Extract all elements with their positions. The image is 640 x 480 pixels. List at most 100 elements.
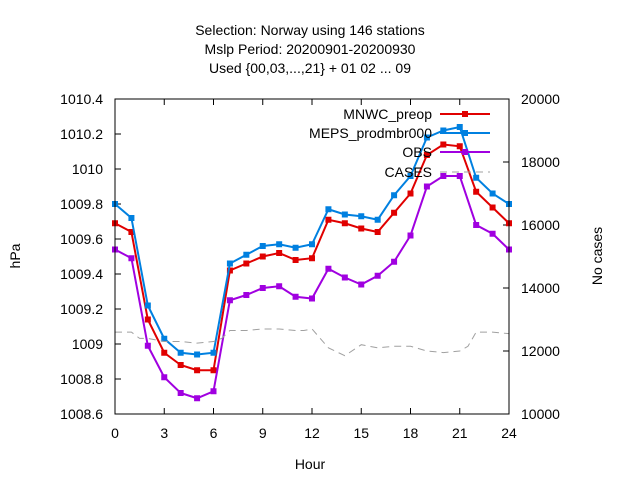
data-point-mnwc_preop — [226, 267, 233, 274]
y2-tick-label: 20000 — [521, 91, 560, 107]
data-point-meps_prodmbr000 — [226, 260, 233, 267]
x-axis-label: Hour — [295, 456, 326, 472]
data-point-meps_prodmbr000 — [292, 244, 299, 251]
legend-label-obs: OBS — [402, 144, 432, 160]
series-layer — [112, 124, 512, 402]
data-point-meps_prodmbr000 — [144, 302, 151, 309]
data-point-obs — [374, 272, 381, 279]
data-point-meps_prodmbr000 — [358, 213, 365, 220]
data-point-mnwc_preop — [144, 316, 151, 323]
data-point-mnwc_preop — [325, 216, 332, 223]
data-point-obs — [309, 295, 315, 302]
y-axis-label: hPa — [7, 243, 23, 268]
data-point-meps_prodmbr000 — [243, 251, 250, 258]
chart-title-line-3: Used {00,03,...,21} + 01 02 ... 09 — [209, 60, 411, 76]
y-tick-label: 1010.2 — [60, 126, 103, 142]
x-tick-label: 18 — [403, 425, 419, 441]
data-point-meps_prodmbr000 — [210, 349, 217, 356]
data-point-mnwc_preop — [276, 250, 283, 256]
data-point-meps_prodmbr000 — [276, 241, 283, 248]
data-point-obs — [423, 183, 430, 190]
data-point-obs — [292, 293, 299, 300]
series-line-meps_prodmbr000 — [114, 125, 510, 356]
ticks-layer: 0 3 6 9 12 15 18 21 24 1008.6 1008.8 1009 1009.2 1009… — [60, 91, 560, 441]
data-point-obs — [440, 173, 447, 179]
series-line-obs — [114, 175, 510, 400]
y-tick-label: 1008.8 — [60, 371, 103, 387]
x-tick-label: 9 — [259, 425, 267, 441]
data-point-mnwc_preop — [423, 152, 430, 158]
data-point-mnwc_preop — [440, 141, 447, 148]
data-point-obs — [144, 342, 151, 349]
y2-tick-label: 18000 — [521, 154, 560, 170]
y2-tick-label: 12000 — [521, 343, 560, 359]
plot-frame — [114, 98, 510, 415]
data-point-meps_prodmbr000 — [440, 127, 447, 134]
data-point-obs — [194, 395, 201, 402]
data-point-obs — [473, 222, 480, 228]
data-point-meps_prodmbr000 — [325, 206, 332, 213]
x-tick-label: 6 — [210, 425, 218, 441]
y2-tick-label: 16000 — [521, 217, 560, 233]
legend: MNWC_preop MEPS_prodmbr000 OBS CASES — [309, 106, 490, 180]
legend-marker-obs — [462, 149, 468, 155]
data-point-mnwc_preop — [259, 253, 266, 260]
y2-tick-label: 10000 — [521, 406, 560, 422]
legend-label-meps_prodmbr000: MEPS_prodmbr000 — [309, 125, 432, 141]
legend-marker-meps_prodmbr000 — [462, 130, 468, 136]
data-point-mnwc_preop — [456, 143, 463, 150]
data-point-mnwc_preop — [374, 229, 381, 235]
legend-label-mnwc_preop: MNWC_preop — [343, 106, 432, 122]
data-point-mnwc_preop — [128, 229, 135, 235]
data-point-mnwc_preop — [292, 257, 299, 263]
y2-axis-label: No cases — [589, 227, 605, 285]
data-point-obs — [276, 283, 283, 290]
data-point-mnwc_preop — [210, 367, 217, 374]
data-point-mnwc_preop — [341, 220, 348, 227]
y-tick-label: 1009.8 — [60, 196, 103, 212]
data-point-obs — [391, 258, 398, 265]
x-tick-label: 24 — [501, 425, 517, 441]
data-point-obs — [243, 292, 250, 298]
x-tick-label: 21 — [452, 425, 468, 441]
y-tick-label: 1009 — [72, 336, 103, 352]
data-point-mnwc_preop — [391, 209, 398, 216]
data-point-mnwc_preop — [358, 225, 365, 232]
y-tick-label: 1009.4 — [60, 266, 103, 282]
data-point-obs — [407, 232, 414, 239]
data-point-meps_prodmbr000 — [391, 192, 398, 199]
data-point-mnwc_preop — [194, 367, 201, 374]
y-tick-label: 1009.2 — [60, 301, 103, 317]
x-tick-label: 12 — [304, 425, 320, 441]
y-tick-label: 1010.4 — [60, 91, 103, 107]
data-point-obs — [358, 281, 365, 288]
chart-title-line-2: Mslp Period: 20200901-20200930 — [205, 41, 416, 57]
data-point-obs — [259, 285, 266, 291]
data-point-meps_prodmbr000 — [177, 349, 184, 356]
data-point-obs — [456, 173, 463, 179]
y-tick-label: 1010 — [72, 161, 103, 177]
data-point-mnwc_preop — [309, 255, 315, 262]
y-tick-label: 1008.6 — [60, 406, 103, 422]
data-point-obs — [341, 274, 348, 281]
y-tick-label: 1009.6 — [60, 231, 103, 247]
data-point-meps_prodmbr000 — [407, 173, 414, 179]
data-point-meps_prodmbr000 — [309, 241, 315, 248]
x-tick-label: 15 — [353, 425, 369, 441]
data-point-obs — [226, 297, 233, 304]
data-point-meps_prodmbr000 — [128, 215, 135, 221]
data-point-obs — [177, 390, 184, 396]
data-point-mnwc_preop — [161, 349, 168, 356]
data-point-mnwc_preop — [489, 204, 496, 211]
series-line-cases — [115, 328, 510, 357]
y2-tick-label: 14000 — [521, 280, 560, 296]
data-point-obs — [128, 255, 135, 262]
x-tick-label: 0 — [111, 425, 119, 441]
data-point-meps_prodmbr000 — [423, 134, 430, 141]
data-point-mnwc_preop — [243, 260, 250, 267]
data-point-meps_prodmbr000 — [374, 216, 381, 223]
data-point-meps_prodmbr000 — [194, 351, 201, 358]
data-point-meps_prodmbr000 — [489, 190, 496, 197]
data-point-meps_prodmbr000 — [161, 335, 168, 342]
